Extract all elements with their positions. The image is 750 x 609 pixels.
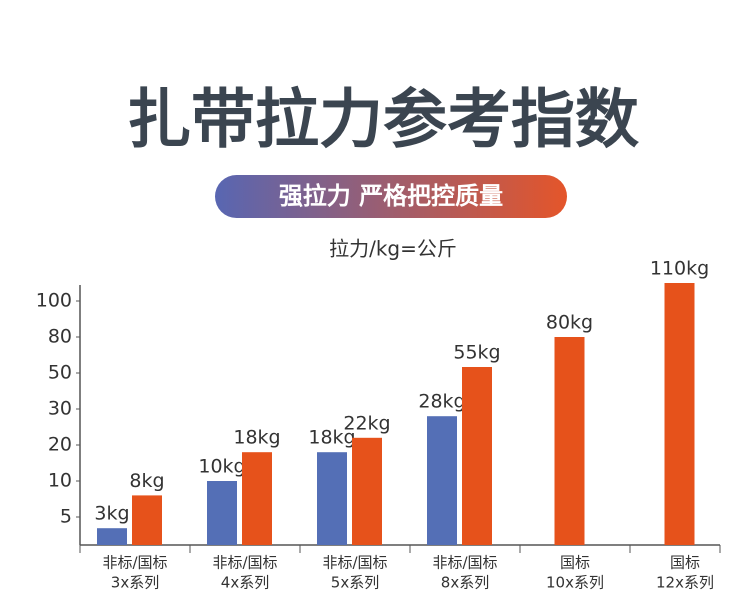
value-label: 110kg	[650, 258, 709, 280]
subtitle: 强拉力 严格把控质量	[279, 182, 503, 210]
bar	[664, 283, 695, 545]
x-tick-label: 3x系列	[111, 574, 159, 592]
y-tick-label: 10	[48, 470, 72, 492]
y-tick-label: 50	[48, 362, 72, 384]
subtitle-badge	[215, 175, 567, 218]
y-tick-label: 80	[48, 326, 72, 348]
x-tick-label: 非标/国标	[102, 554, 167, 572]
bar	[132, 495, 162, 545]
bar	[427, 416, 457, 545]
y-tick-label: 5	[60, 506, 72, 528]
x-tick-label: 非标/国标	[322, 554, 387, 572]
bar	[97, 528, 127, 545]
y-tick-label: 30	[48, 398, 72, 420]
bar	[352, 437, 382, 545]
bar	[462, 367, 492, 545]
x-tick-label: 10x系列	[546, 574, 604, 592]
value-label: 3kg	[94, 503, 129, 525]
value-label: 22kg	[343, 412, 390, 434]
x-tick-label: 国标	[560, 554, 590, 572]
value-label: 80kg	[546, 312, 593, 334]
x-tick-label: 8x系列	[441, 574, 489, 592]
value-label: 10kg	[198, 456, 245, 478]
x-tick-label: 国标	[670, 554, 700, 572]
chart-title: 扎带拉力参考指数	[127, 84, 639, 158]
y-tick-label: 100	[36, 290, 72, 312]
value-label: 55kg	[453, 342, 500, 364]
axis-label: 拉力/kg=公斤	[329, 237, 457, 261]
x-tick-label: 非标/国标	[432, 554, 497, 572]
x-tick-label: 12x系列	[656, 574, 714, 592]
bar	[554, 337, 585, 545]
x-tick-label: 4x系列	[221, 574, 269, 592]
value-label: 18kg	[308, 427, 355, 449]
x-tick-label: 5x系列	[331, 574, 379, 592]
value-label: 18kg	[233, 427, 280, 449]
x-tick-label: 非标/国标	[212, 554, 277, 572]
bar	[207, 481, 237, 545]
value-label: 8kg	[129, 470, 164, 492]
bar	[317, 452, 347, 545]
bar	[242, 452, 272, 545]
value-label: 28kg	[418, 391, 465, 413]
y-tick-label: 20	[48, 434, 72, 456]
